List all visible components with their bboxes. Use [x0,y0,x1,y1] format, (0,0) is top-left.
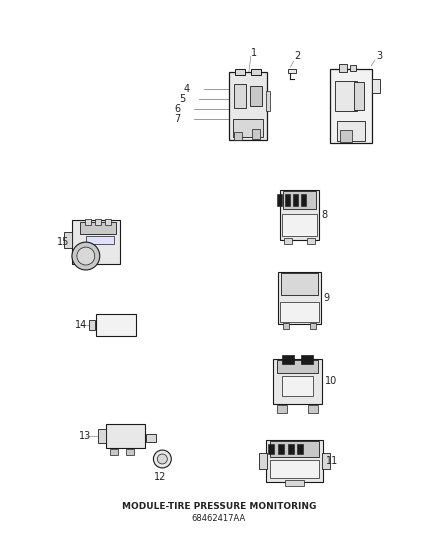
Bar [89,320,95,330]
Bar [301,354,314,365]
Bar [266,91,270,111]
Bar [372,79,380,93]
Circle shape [153,450,171,468]
Text: 6: 6 [174,104,180,114]
Bar [283,322,289,329]
Bar [322,453,330,469]
Bar [72,220,120,264]
Bar [293,195,298,206]
Bar [80,222,116,234]
Bar [311,322,316,329]
Bar [233,119,263,136]
Text: MODULE-TIRE PRESSURE MONITORING: MODULE-TIRE PRESSURE MONITORING [122,502,316,511]
Text: 8: 8 [321,210,328,220]
Bar [288,69,296,73]
Bar [106,424,145,448]
Bar [110,449,118,455]
Text: 1: 1 [251,48,257,58]
Bar [126,449,134,455]
Text: 68462417AA: 68462417AA [192,514,246,523]
Bar [301,195,306,206]
Circle shape [72,242,100,270]
Bar [105,219,111,225]
Bar [266,440,323,482]
Bar [229,72,267,140]
Bar [96,314,135,336]
Bar [285,480,304,486]
Bar [354,82,364,110]
Text: 7: 7 [174,114,180,124]
Text: 12: 12 [154,472,166,482]
Bar [259,453,267,469]
Bar [64,232,72,248]
Bar [277,195,282,206]
Bar [335,81,357,111]
Bar [279,190,319,240]
Bar [279,302,319,322]
Bar [282,354,293,365]
Bar [277,405,286,413]
Bar [281,273,318,295]
Text: 14: 14 [75,320,87,330]
Text: 10: 10 [325,376,338,386]
Bar [251,69,261,75]
Text: 13: 13 [79,431,91,441]
Bar [285,195,290,206]
Circle shape [77,247,95,265]
Bar [98,429,106,443]
Bar [234,132,242,140]
Bar [235,69,245,75]
Bar [330,69,372,143]
Bar [288,444,293,454]
Bar [95,219,101,225]
Circle shape [157,454,167,464]
Bar [283,191,316,209]
Bar [273,359,322,404]
Bar [282,214,318,236]
Bar [337,121,365,141]
Bar [146,434,156,442]
Bar [308,405,318,413]
Bar [340,130,352,142]
Text: 5: 5 [179,94,185,104]
Text: 2: 2 [294,51,301,61]
Bar [252,129,260,139]
Text: 11: 11 [326,456,339,466]
Text: 3: 3 [376,51,382,61]
Bar [282,376,314,397]
Text: 15: 15 [57,237,69,247]
Bar [283,238,292,244]
Bar [250,86,262,106]
Bar [297,444,304,454]
Bar [270,460,319,478]
Bar [268,444,274,454]
Bar [278,444,283,454]
Text: 9: 9 [323,293,329,303]
Bar [307,238,315,244]
Bar [278,272,321,324]
Text: 4: 4 [184,84,190,94]
Bar [270,441,319,457]
Bar [86,236,114,244]
Bar [234,84,246,108]
Bar [85,219,91,225]
Bar [350,65,356,71]
Bar [277,360,318,374]
Bar [339,64,347,72]
